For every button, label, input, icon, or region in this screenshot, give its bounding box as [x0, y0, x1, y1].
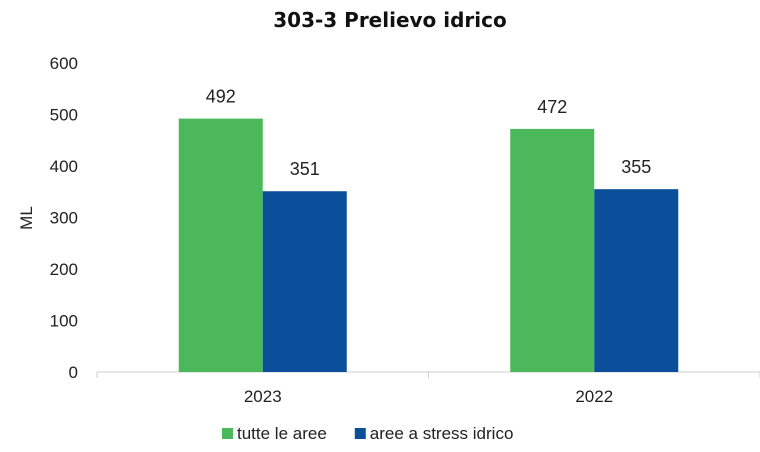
bar-2022-series-0: [510, 128, 595, 372]
x-axis-ticks: 2023 2022: [96, 372, 760, 406]
y-tick-label: 300: [50, 209, 78, 228]
y-axis-ticks: 0 100 200 300 400 500 600: [50, 54, 78, 382]
y-axis-label: ML: [17, 206, 36, 230]
y-tick-label: 0: [69, 363, 78, 382]
bar-2023-series-0: [178, 118, 263, 373]
legend-label: tutte le aree: [237, 424, 327, 443]
data-label: 355: [621, 157, 651, 177]
y-tick-label: 400: [50, 157, 78, 176]
legend-swatch: [354, 428, 366, 439]
x-tick-label: 2023: [244, 387, 282, 406]
x-tick-label: 2022: [575, 387, 613, 406]
y-tick-label: 600: [50, 54, 78, 73]
y-tick-label: 200: [50, 260, 78, 279]
data-label: 472: [537, 97, 567, 117]
bars-group: 492 351 472 355: [178, 87, 679, 373]
legend: tutte le aree aree a stress idrico: [222, 424, 513, 443]
data-label: 492: [206, 87, 236, 107]
chart-title: 303-3 Prelievo idrico: [273, 8, 507, 32]
data-label: 351: [290, 159, 320, 179]
y-tick-label: 100: [50, 312, 78, 331]
legend-swatch: [222, 428, 233, 439]
y-tick-label: 500: [50, 106, 78, 125]
bar-2023-series-1: [262, 191, 347, 372]
legend-label: aree a stress idrico: [370, 424, 514, 443]
bar-2022-series-1: [594, 189, 679, 372]
